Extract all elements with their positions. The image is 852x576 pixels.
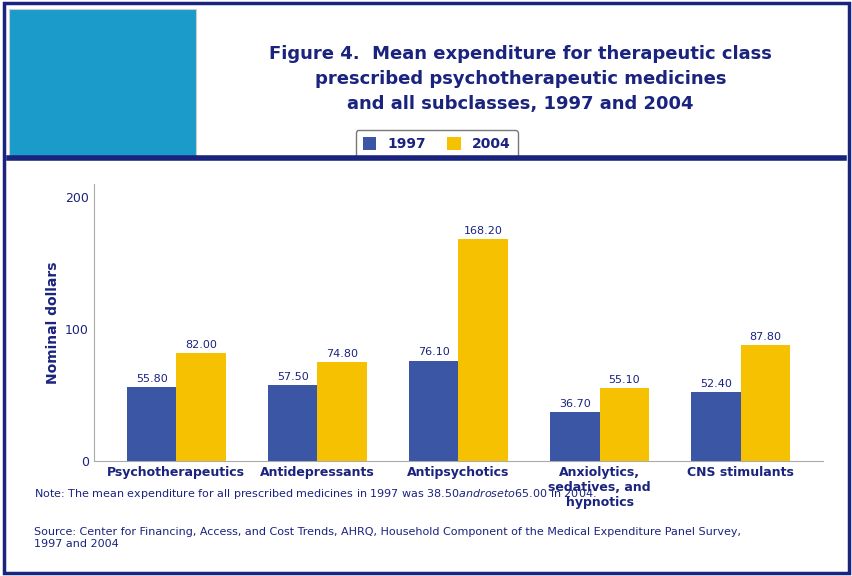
Text: 74.80: 74.80: [325, 349, 358, 359]
Text: 76.10: 76.10: [417, 347, 449, 357]
Bar: [550, 412, 599, 461]
Bar: [317, 362, 366, 461]
Legend: 1997, 2004: 1997, 2004: [355, 130, 517, 158]
Bar: [690, 392, 740, 461]
Text: 55.10: 55.10: [607, 375, 639, 385]
Text: 36.70: 36.70: [558, 399, 590, 409]
Y-axis label: Nominal dollars: Nominal dollars: [45, 262, 60, 384]
Text: 52.40: 52.40: [699, 378, 731, 389]
Text: 87.80: 87.80: [748, 332, 780, 342]
Text: Advancing
Excellence in
Health Care: Advancing Excellence in Health Care: [89, 76, 161, 112]
Text: Source: Center for Financing, Access, and Cost Trends, AHRQ, Household Component: Source: Center for Financing, Access, an…: [34, 527, 740, 548]
Text: ⚕: ⚕: [43, 65, 55, 85]
Text: AHRQ: AHRQ: [84, 44, 165, 67]
Bar: [740, 345, 789, 461]
Text: 57.50: 57.50: [277, 372, 308, 382]
Bar: [127, 387, 176, 461]
Bar: [176, 353, 226, 461]
Bar: [458, 240, 507, 461]
Text: 82.00: 82.00: [185, 339, 216, 350]
Bar: [409, 361, 458, 461]
Text: Note: The mean expenditure for all prescribed medicines in 1997 was $38.50 and r: Note: The mean expenditure for all presc…: [34, 487, 596, 501]
Bar: [599, 388, 648, 461]
Text: 168.20: 168.20: [463, 226, 502, 236]
Text: Figure 4.  Mean expenditure for therapeutic class
prescribed psychotherapeutic m: Figure 4. Mean expenditure for therapeut…: [268, 45, 771, 113]
Bar: [268, 385, 317, 461]
Circle shape: [18, 50, 82, 100]
Text: 55.80: 55.80: [135, 374, 167, 384]
